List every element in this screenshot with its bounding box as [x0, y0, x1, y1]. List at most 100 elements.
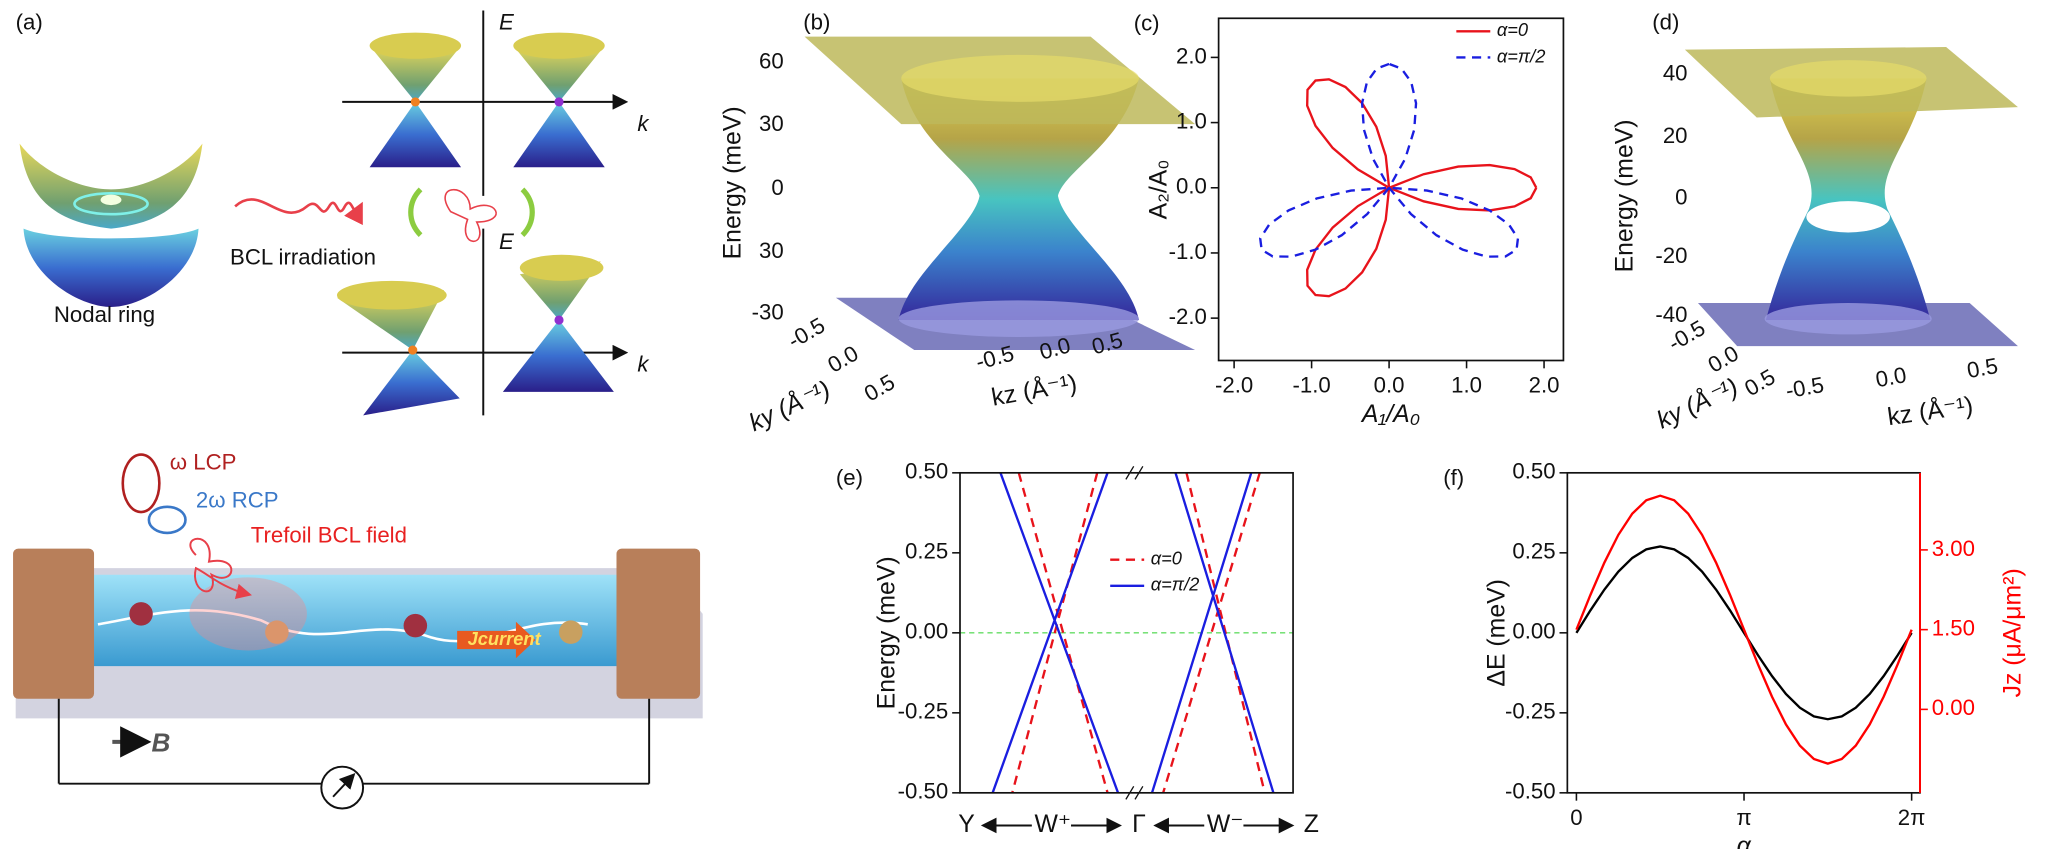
glow — [100, 194, 122, 206]
glow — [189, 577, 307, 651]
band-top — [1769, 60, 1927, 97]
particle — [129, 602, 153, 626]
x-path-label: Γ — [1132, 811, 1146, 838]
y-axis-label: Energy (meV) — [874, 556, 901, 709]
legend-label: α=0 — [1151, 548, 1182, 569]
series-line — [991, 472, 1275, 794]
current-label: Jcurrent — [468, 628, 542, 649]
x-tick-label: 0 — [1570, 805, 1582, 830]
legend-label: α=π/2 — [1497, 45, 1546, 66]
x-axis-label: α — [1737, 833, 1752, 849]
legend-label: α=π/2 — [1151, 574, 1200, 595]
y-axis-label: ΔE (meV) — [1484, 579, 1511, 687]
upper-band — [19, 143, 203, 229]
series-line — [1306, 78, 1538, 298]
panel-label: (c) — [1134, 11, 1160, 36]
panel-b: (b) Energy (meV) 60 30 0 30 -30 -0.5 0.0… — [720, 9, 1196, 437]
weyl-point — [408, 345, 418, 355]
x-tick-label: -1.0 — [1292, 372, 1330, 397]
caption: BCL irradiation — [230, 244, 376, 269]
particle — [265, 620, 289, 644]
b-label: B — [152, 727, 171, 757]
cone — [363, 350, 460, 416]
z-tick-label: 30 — [759, 238, 784, 263]
y-tick-label: 0.50 — [905, 459, 948, 484]
y-tick-label: 0.25 — [905, 539, 948, 564]
chart: (c) -2.0 -1.0 0.0 1.0 2.0 -2.0 -1.0 0.0 1.0 2.0 A₁/… — [1134, 11, 1565, 428]
panel-d: (d) Energy (meV) 40 20 0 -20 -40 -0.5 0.… — [1612, 9, 2018, 434]
field-label: Trefoil BCL field — [251, 523, 407, 548]
band-surface — [898, 78, 1139, 321]
panel-label: (a) — [16, 9, 43, 34]
band-base — [1764, 303, 1932, 335]
z-tick-label: 30 — [759, 111, 784, 136]
x-tick-label: 2.0 — [1529, 372, 1560, 397]
plot-frame — [959, 471, 1294, 794]
z-tick-label: 0 — [771, 175, 783, 200]
x-tick-label: 0.0 — [1874, 362, 1909, 392]
x-tick-label: π — [1736, 805, 1751, 830]
panel-label: (b) — [803, 9, 830, 34]
lcp-icon — [121, 453, 161, 514]
weyl-point — [554, 97, 564, 107]
y-tick-label: -0.50 — [898, 779, 949, 804]
panel-label: (e) — [836, 465, 863, 490]
y-axis-label: ky (Å⁻¹) — [745, 375, 835, 437]
panel-label: (d) — [1652, 9, 1679, 34]
z-tick-label: -20 — [1655, 243, 1687, 268]
rcp-icon — [147, 505, 187, 535]
y-tick-label: 2.0 — [1176, 43, 1207, 68]
z-tick-label: 20 — [1663, 123, 1688, 148]
x-path-label: Y — [958, 811, 975, 838]
cone-top — [513, 32, 605, 59]
y-tick-label: 0.00 — [1512, 619, 1555, 644]
axis-label: k — [637, 352, 650, 377]
electrode — [616, 548, 701, 699]
y-tick-label: -2.0 — [1169, 304, 1207, 329]
y-tick-label: -0.25 — [898, 699, 949, 724]
y-tick-label: -0.50 — [1505, 779, 1556, 804]
particle — [559, 620, 583, 644]
x-path-label: Z — [1304, 811, 1319, 838]
series-line — [1575, 494, 1913, 765]
y-tick-label: 0.25 — [1512, 539, 1555, 564]
meter-needle — [332, 772, 356, 798]
y2-tick-label: 3.00 — [1932, 536, 1975, 561]
y-axis-label: ky (Å⁻¹) — [1652, 373, 1742, 435]
weyl-point — [554, 315, 564, 325]
chart: (f) 0 π 2π 0.50 0.25 0.00 -0.25 -0.50 0.00 1.50 3.0… — [1443, 459, 2026, 849]
x-tick-label: 2π — [1898, 805, 1926, 830]
cone-top — [519, 254, 604, 281]
cone — [513, 45, 605, 102]
x-tick-label: -2.0 — [1215, 372, 1253, 397]
z-tick-label: 60 — [759, 49, 784, 74]
series-line — [1011, 472, 1266, 794]
y2-axis-label: Jz (μA/μm²) — [2000, 568, 2027, 697]
x-axis-label: A₁/A₀ — [1360, 401, 1420, 428]
series-line — [1575, 545, 1913, 721]
x-axis-label: kz (Å⁻¹) — [989, 369, 1079, 412]
x-tick-label: 0.5 — [1965, 353, 2000, 383]
cone — [513, 101, 605, 168]
panel-a: (a) Nodal ring BCL irradiation E k E k — [16, 9, 650, 416]
lower-band — [23, 228, 199, 307]
y-tick-label: 0.0 — [1704, 341, 1743, 378]
y-tick-label: 1.0 — [1176, 108, 1207, 133]
cone-top — [336, 280, 447, 310]
trefoil-icon — [444, 189, 497, 243]
x-tick-label: 0.0 — [1374, 372, 1405, 397]
device: Jcurrent B ω LCP 2ω RCP Trefoil BCL fiel… — [13, 450, 703, 810]
cone — [369, 45, 462, 102]
series-line — [1259, 62, 1520, 258]
nodal-ring — [73, 192, 149, 216]
y-tick-label: 0.5 — [1740, 364, 1779, 401]
lcp-label: ω LCP — [170, 450, 237, 475]
chart: (e) 0.50 0.25 0.00 -0.25 -0.50 Energy (meV) Y W⁺… — [836, 459, 1319, 838]
y2-tick-label: 0.00 — [1932, 695, 1975, 720]
caption: Nodal ring — [54, 302, 155, 327]
z-tick-label: 40 — [1663, 60, 1688, 85]
panel-label: (f) — [1443, 465, 1464, 490]
z-tick-label: -40 — [1655, 302, 1687, 327]
